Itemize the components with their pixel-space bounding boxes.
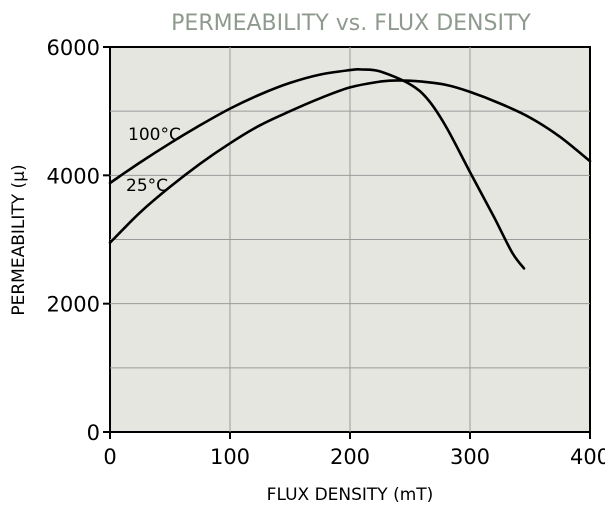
x-axis-label: FLUX DENSITY (mT) bbox=[267, 485, 434, 505]
x-tick-label: 100 bbox=[210, 445, 250, 469]
x-tick-label: 400 bbox=[570, 445, 605, 469]
y-tick-label: 6000 bbox=[47, 36, 100, 60]
y-tick-label: 2000 bbox=[47, 293, 100, 317]
y-axis-label: PERMEABILITY (µ) bbox=[9, 164, 29, 315]
chart-title: PERMEABILITY vs. FLUX DENSITY bbox=[171, 11, 531, 36]
series-line-1 bbox=[108, 79, 592, 244]
series-line-0 bbox=[108, 68, 526, 270]
x-tick-label: 0 bbox=[103, 445, 116, 469]
series-curves bbox=[108, 68, 592, 270]
series-label-100c: 100°C bbox=[128, 125, 181, 145]
x-tick-label: 200 bbox=[330, 445, 370, 469]
y-tick-label: 0 bbox=[87, 421, 100, 445]
y-tick-label: 4000 bbox=[47, 164, 100, 188]
grid-lines bbox=[110, 47, 590, 432]
series-label-25c: 25°C bbox=[126, 176, 168, 196]
x-tick-label: 300 bbox=[450, 445, 490, 469]
